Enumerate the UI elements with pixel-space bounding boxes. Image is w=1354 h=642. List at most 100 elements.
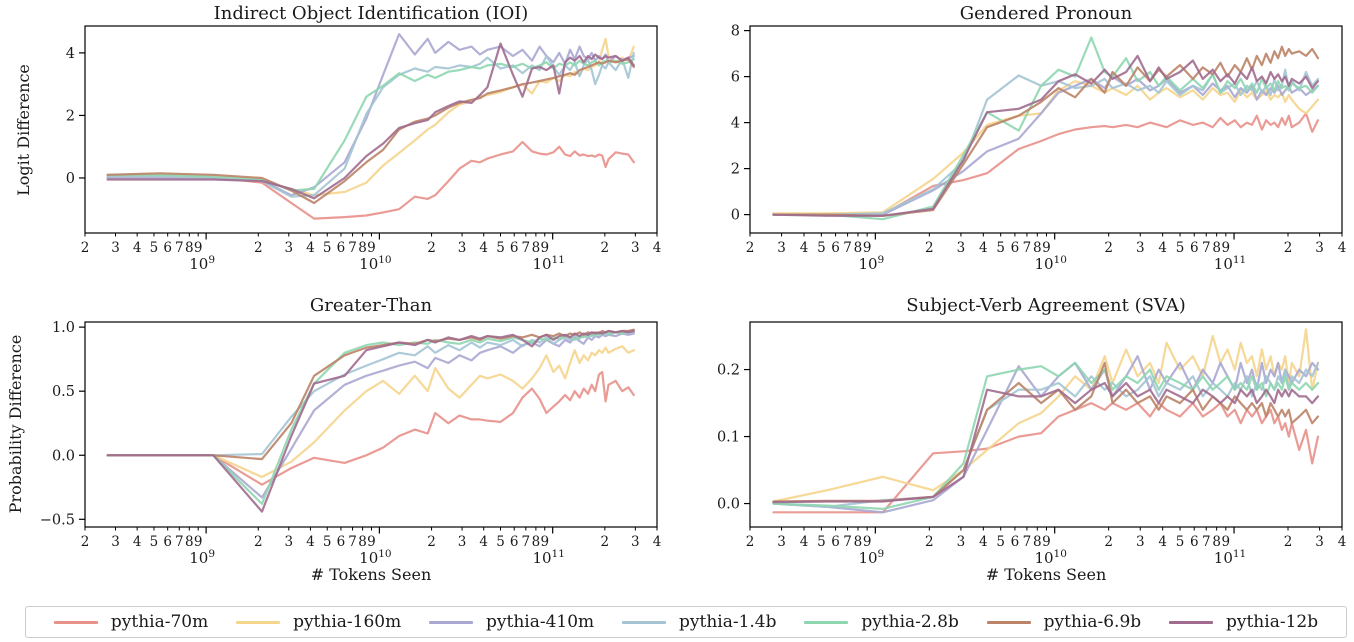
line-pythia-6.9b <box>772 361 1320 503</box>
x-minor-tick-label: 8 <box>1212 240 1221 256</box>
x-minor-tick-label: 6 <box>1190 534 1199 550</box>
legend-label: pythia-410m <box>486 611 595 632</box>
x-minor-tick-label: 6 <box>1190 240 1199 256</box>
x-minor-tick-label: 6 <box>510 240 519 256</box>
legend: pythia-70m pythia-160m pythia-410m pythia-1… <box>25 606 1347 638</box>
x-minor-tick-label: 6 <box>510 534 519 550</box>
x-minor-tick-label: 5 <box>996 240 1005 256</box>
x-minor-tick-label: 4 <box>1158 534 1167 550</box>
line-pythia-2.8b <box>106 57 635 192</box>
line-pythia-1.4b <box>772 361 1320 508</box>
line-pythia-12b <box>106 329 635 513</box>
x-minor-tick-label: 7 <box>843 534 852 550</box>
x-minor-tick-label: 3 <box>458 534 467 550</box>
legend-swatch-icon <box>622 620 666 624</box>
x-minor-tick-label: 9 <box>194 534 203 550</box>
legend-item-pythia-70m: pythia-70m <box>53 613 208 631</box>
x-minor-tick-label: 8 <box>358 534 367 550</box>
x-minor-tick-label: 3 <box>1315 240 1324 256</box>
x-minor-tick-label: 9 <box>194 240 203 256</box>
line-pythia-1.4b <box>106 331 635 457</box>
x-minor-tick-label: 4 <box>1158 240 1167 256</box>
x-minor-tick-label: 7 <box>1202 240 1211 256</box>
legend-item-pythia-410m: pythia-410m <box>429 611 595 632</box>
legend-item-pythia-160m: pythia-160m <box>236 611 402 632</box>
y-tick-label: 0.2 <box>717 363 740 379</box>
y-tick-label: 0.5 <box>52 384 75 400</box>
legend-item-pythia-2.8b: pythia-2.8b <box>804 611 959 632</box>
y-axis-ticks: 0.0 0.1 0.2 <box>717 363 750 513</box>
x-minor-tick-label: 2 <box>925 534 934 550</box>
y-tick-label: 8 <box>731 24 740 40</box>
x-minor-tick-label: 7 <box>1023 240 1032 256</box>
line-pythia-2.8b <box>772 361 1320 510</box>
y-tick-label: −0.5 <box>40 512 75 528</box>
x-minor-tick-label: 7 <box>843 240 852 256</box>
series-lines <box>106 328 635 513</box>
x-minor-tick-label: 2 <box>1104 240 1113 256</box>
series-lines <box>106 32 635 220</box>
x-minor-tick-label: 2 <box>601 534 610 550</box>
plot-spines <box>749 321 1343 528</box>
x-major-tick-label: 1010 <box>1034 254 1066 273</box>
x-minor-tick-label: 4 <box>133 240 142 256</box>
x-minor-tick-label: 8 <box>532 534 541 550</box>
x-minor-tick-label: 9 <box>863 534 872 550</box>
y-tick-label: 4 <box>66 46 75 62</box>
x-minor-tick-label: 9 <box>1222 240 1231 256</box>
line-pythia-6.9b <box>772 45 1320 217</box>
x-minor-tick-label: 8 <box>1212 534 1221 550</box>
x-minor-tick-label: 5 <box>496 534 505 550</box>
line-pythia-1.4b <box>772 68 1320 216</box>
x-minor-tick-label: 3 <box>284 534 293 550</box>
x-minor-tick-label: 8 <box>854 534 863 550</box>
legend-swatch-icon <box>804 620 849 624</box>
y-axis-ticks: −0.5 0.0 0.5 1.0 <box>40 320 85 528</box>
x-minor-tick-label: 8 <box>854 240 863 256</box>
x-minor-tick-label: 4 <box>479 534 488 550</box>
x-minor-tick-label: 9 <box>1042 240 1051 256</box>
legend-label: pythia-2.8b <box>861 611 959 632</box>
x-minor-tick-label: 3 <box>111 240 120 256</box>
x-minor-tick-label: 6 <box>163 240 172 256</box>
x-major-tick-label: 1011 <box>532 254 564 273</box>
line-pythia-12b <box>772 54 1320 217</box>
line-pythia-410m <box>106 332 635 499</box>
y-tick-label: 0.0 <box>52 448 75 464</box>
x-minor-tick-label: 3 <box>957 240 966 256</box>
line-pythia-1.4b <box>106 51 635 198</box>
x-minor-tick-label: 5 <box>817 240 826 256</box>
x-minor-tick-label: 4 <box>1338 240 1347 256</box>
x-minor-tick-label: 7 <box>175 240 184 256</box>
x-minor-tick-label: 9 <box>1222 534 1231 550</box>
legend-item-pythia-12b: pythia-12b <box>1168 613 1318 631</box>
line-pythia-6.9b <box>106 57 635 205</box>
x-minor-tick-label: 8 <box>185 534 194 550</box>
line-pythia-70m <box>772 112 1320 216</box>
x-minor-tick-label: 4 <box>979 240 988 256</box>
x-minor-tick-label: 6 <box>337 240 346 256</box>
x-minor-tick-label: 4 <box>1338 534 1347 550</box>
x-minor-tick-label: 4 <box>653 534 662 550</box>
x-minor-tick-label: 7 <box>175 534 184 550</box>
x-minor-tick-label: 4 <box>479 240 488 256</box>
line-pythia-160m <box>772 80 1320 215</box>
x-minor-tick-label: 7 <box>1202 534 1211 550</box>
y-tick-label: 0 <box>731 208 740 224</box>
y-tick-label: 4 <box>731 116 740 132</box>
x-minor-tick-label: 8 <box>1033 534 1042 550</box>
line-pythia-70m <box>106 140 635 220</box>
x-minor-tick-label: 8 <box>358 240 367 256</box>
x-minor-tick-label: 3 <box>631 534 640 550</box>
legend-label: pythia-160m <box>293 611 402 632</box>
x-minor-tick-label: 5 <box>1176 240 1185 256</box>
x-minor-tick-label: 3 <box>777 240 786 256</box>
x-minor-tick-label: 9 <box>863 240 872 256</box>
x-minor-tick-label: 2 <box>746 534 755 550</box>
